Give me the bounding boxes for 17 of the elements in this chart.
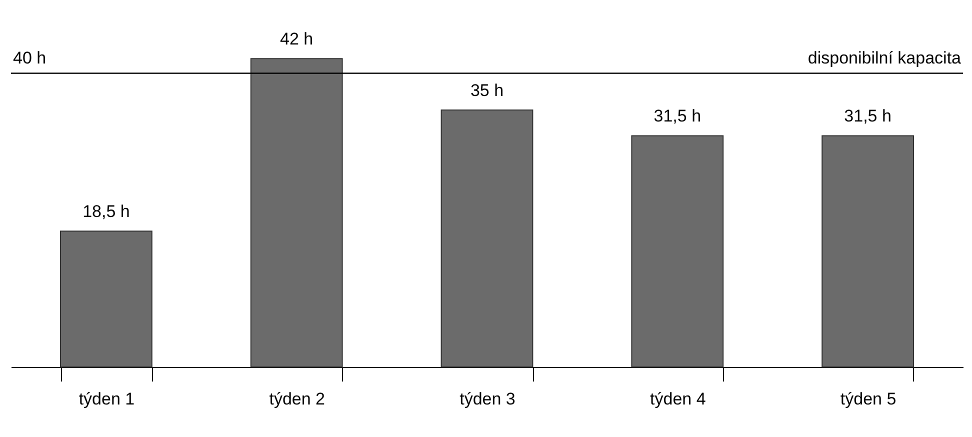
bar (631, 135, 724, 368)
bar (822, 135, 914, 368)
x-tick-label: týden 2 (269, 390, 325, 408)
x-tick-label: týden 1 (78, 390, 135, 408)
data-label: 35 h (470, 80, 504, 100)
data-label: 42 h (280, 30, 314, 49)
bar (60, 230, 152, 368)
x-tick-label: týden 4 (650, 390, 706, 408)
data-label: 31,5 h (654, 106, 702, 126)
bar (440, 109, 534, 368)
data-label: 18,5 h (82, 202, 130, 222)
annotation: 40 h (13, 48, 46, 68)
x-tick-label: týden 3 (460, 390, 516, 408)
bar (250, 58, 343, 368)
ref-line-label: disponibilní kapacita (808, 48, 962, 68)
data-label: 31,5 h (844, 106, 892, 126)
x-tick-label: týden 5 (840, 390, 896, 408)
